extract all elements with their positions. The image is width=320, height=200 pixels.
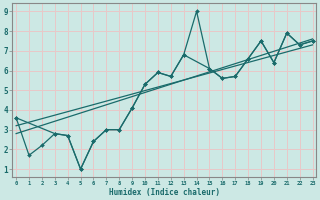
X-axis label: Humidex (Indice chaleur): Humidex (Indice chaleur) <box>109 188 220 197</box>
